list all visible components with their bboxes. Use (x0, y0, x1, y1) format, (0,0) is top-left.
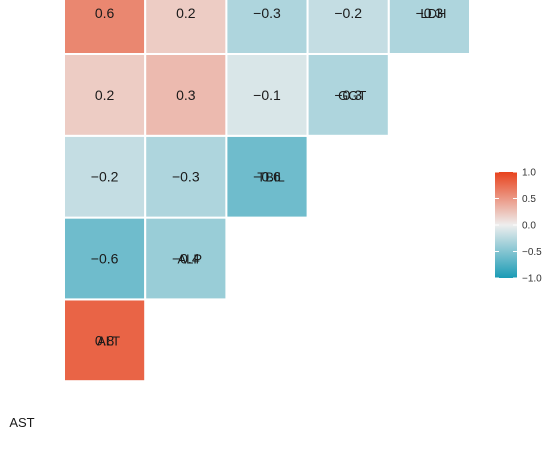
variable-label-ast: AST (9, 415, 34, 430)
cell-value-label: 0.8 (95, 332, 115, 348)
variable-label-ldh: LDH (420, 6, 446, 21)
legend-tick-label: 1.0 (522, 168, 536, 179)
heatmap-cell-rect (63, 298, 147, 383)
cell-value-label: −0.6 (253, 169, 281, 185)
heatmap-cell-rect (387, 0, 471, 56)
legend-ticks: 1.0 0.5 0.0 −0.5 −1.0 (495, 168, 542, 285)
cell-value-label: −0.2 (91, 169, 119, 185)
heatmap-cell: −0.6 (63, 216, 147, 301)
cell-value-label: 0.2 (95, 87, 115, 103)
heatmap-cell-rect (225, 0, 309, 56)
heatmap-cell: −0.2 (63, 134, 147, 219)
heatmap-cell: −0.1 (225, 53, 309, 137)
cell-value-label: 0.2 (176, 5, 196, 21)
heatmap-cell: 0.3 (144, 53, 228, 137)
variable-label-ggt: GGT (338, 88, 366, 103)
heatmap-cell: −0.3 (387, 0, 471, 56)
variable-label-tbil: TBIL (257, 170, 284, 185)
heatmap-cell: −0.3 (306, 53, 390, 137)
legend-tick-label: 0.5 (522, 194, 536, 205)
color-legend: 1.0 0.5 0.0 −0.5 −1.0 (495, 168, 542, 285)
heatmap-cell-rect (144, 216, 228, 301)
cell-value-label: 0.3 (176, 87, 196, 103)
heatmap-cell-rect (225, 53, 309, 137)
cell-value-label: −0.4 (172, 251, 200, 267)
heatmap-cell: −0.4 (144, 216, 228, 301)
heatmap-cell: −0.3 (225, 0, 309, 56)
heatmap-cell: 0.2 (144, 0, 228, 56)
cell-value-label: −0.3 (253, 5, 281, 21)
heatmap-cell-rect (63, 216, 147, 301)
heatmap-cell: 0.6 (63, 0, 147, 56)
cell-value-label: −0.6 (91, 251, 119, 267)
cell-value-label: −0.3 (416, 5, 444, 21)
heatmap-cell: 0.8 (63, 298, 147, 383)
variable-label-alp: ALP (178, 252, 203, 267)
variable-label-alt: ALT (97, 333, 120, 348)
cell-value-label: −0.2 (334, 5, 362, 21)
legend-tick-label: −0.5 (522, 247, 542, 258)
heatmap-cell-rect (306, 53, 390, 137)
cell-value-label: 0.6 (95, 5, 115, 21)
variable-labels: AST ALT ALP TBIL GGT LDH (9, 6, 446, 430)
heatmap-cell: −0.3 (144, 134, 228, 219)
cell-value-label: −0.3 (172, 169, 200, 185)
legend-colorbar (495, 172, 517, 278)
heatmap-cell: 0.2 (63, 53, 147, 137)
heatmap-cells: 0.8 −0.6 −0.4 −0.2 −0.3 −0.6 0.2 0.3 −0.1 −0.3 0.6… (63, 0, 471, 383)
cell-value-label: −0.3 (334, 87, 362, 103)
cell-value-label: −0.1 (253, 87, 281, 103)
legend-tick-label: −1.0 (522, 274, 542, 285)
heatmap-cell: −0.2 (306, 0, 390, 56)
legend-tick-label: 0.0 (522, 221, 536, 232)
